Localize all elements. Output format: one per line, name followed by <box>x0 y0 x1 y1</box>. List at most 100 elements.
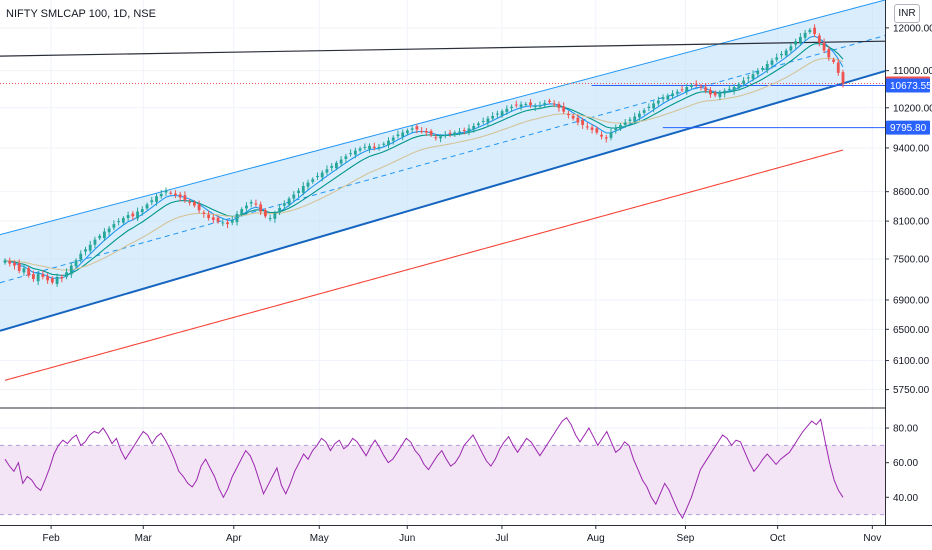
candle <box>377 143 381 151</box>
candle <box>486 116 490 127</box>
candle-body <box>510 106 513 109</box>
candle-body <box>557 103 561 108</box>
candle-body <box>31 274 35 280</box>
candle <box>661 94 665 103</box>
price-tick-label: 6900.00 <box>893 295 930 306</box>
candle <box>500 109 504 118</box>
candle <box>562 102 566 115</box>
candle-body <box>614 127 618 131</box>
candle <box>642 108 646 115</box>
candle-body <box>794 41 798 45</box>
candle <box>344 153 348 163</box>
candle <box>675 89 679 97</box>
candle <box>330 163 334 172</box>
candle <box>817 33 821 47</box>
candle-body <box>581 120 585 125</box>
candle <box>836 59 840 76</box>
candle-body <box>486 118 490 123</box>
candle-body <box>723 90 727 94</box>
candle <box>3 258 7 265</box>
candle-body <box>505 108 509 112</box>
candle <box>477 121 480 128</box>
candle-body <box>65 272 68 277</box>
candle-body <box>642 110 646 113</box>
candle <box>287 196 291 207</box>
candle <box>79 250 83 263</box>
candle-body <box>183 195 187 201</box>
candle <box>69 262 73 278</box>
symbol-title[interactable]: NIFTY SMLCAP 100, 1D, NSE <box>6 8 156 20</box>
candle <box>794 38 798 49</box>
candle-body <box>107 228 111 233</box>
candle-body <box>50 278 54 283</box>
time-tick-label: Nov <box>863 533 881 544</box>
candle <box>495 110 499 119</box>
time-tick-label: Mar <box>135 533 153 544</box>
candle-body <box>164 190 168 193</box>
candle-body <box>46 276 50 281</box>
candle-body <box>22 268 26 273</box>
candle <box>467 124 471 136</box>
candle <box>145 202 149 211</box>
candle <box>197 200 201 214</box>
candle <box>600 131 603 140</box>
candle-body <box>500 111 504 116</box>
candle-body <box>671 93 674 97</box>
candle <box>216 215 220 224</box>
candle-body <box>150 200 154 203</box>
candle-body <box>680 89 684 91</box>
candle-body <box>178 194 182 198</box>
channel-mid-line <box>0 35 886 284</box>
candle-body <box>145 204 149 209</box>
candle-body <box>174 193 177 196</box>
candle <box>803 29 807 42</box>
candle <box>529 99 532 108</box>
candle-body <box>638 113 641 118</box>
candle-body <box>481 120 485 122</box>
candle <box>690 83 693 89</box>
candle <box>150 196 154 206</box>
candle-body <box>41 274 45 277</box>
candle <box>481 117 485 125</box>
candle <box>410 125 414 133</box>
ema-mid-line <box>4 43 844 277</box>
candle <box>8 257 12 267</box>
candle <box>17 259 21 274</box>
candle <box>316 172 319 181</box>
currency-badge[interactable]: INR <box>894 4 920 23</box>
candle-body <box>519 104 523 107</box>
candle-body <box>349 153 353 155</box>
candle <box>84 246 87 256</box>
candle-body <box>325 169 329 173</box>
candle <box>756 68 760 78</box>
candle-body <box>836 62 840 73</box>
candle <box>60 274 64 283</box>
rsi-tick-label: 40.00 <box>893 493 918 504</box>
candle-body <box>713 92 717 96</box>
candle-body <box>737 84 741 88</box>
candle <box>699 84 703 91</box>
price-label: 9795.80 <box>890 123 927 134</box>
time-tick-label: Jun <box>399 533 415 544</box>
price-tick-label: 8100.00 <box>893 217 930 228</box>
candle <box>827 46 831 61</box>
candle <box>723 88 727 98</box>
candle <box>548 98 551 104</box>
candle-body <box>306 182 310 187</box>
candle-body <box>491 116 495 119</box>
candle <box>576 114 580 126</box>
candle-body <box>784 50 788 56</box>
candle <box>126 211 130 222</box>
candle-body <box>98 235 102 239</box>
candle-body <box>514 104 518 106</box>
candle-body <box>538 105 542 107</box>
candle-body <box>8 261 12 264</box>
candle-body <box>439 136 442 139</box>
candle <box>325 165 329 176</box>
candle <box>301 182 305 196</box>
candle <box>443 131 447 139</box>
candle-body <box>55 276 59 284</box>
candle <box>761 66 764 72</box>
